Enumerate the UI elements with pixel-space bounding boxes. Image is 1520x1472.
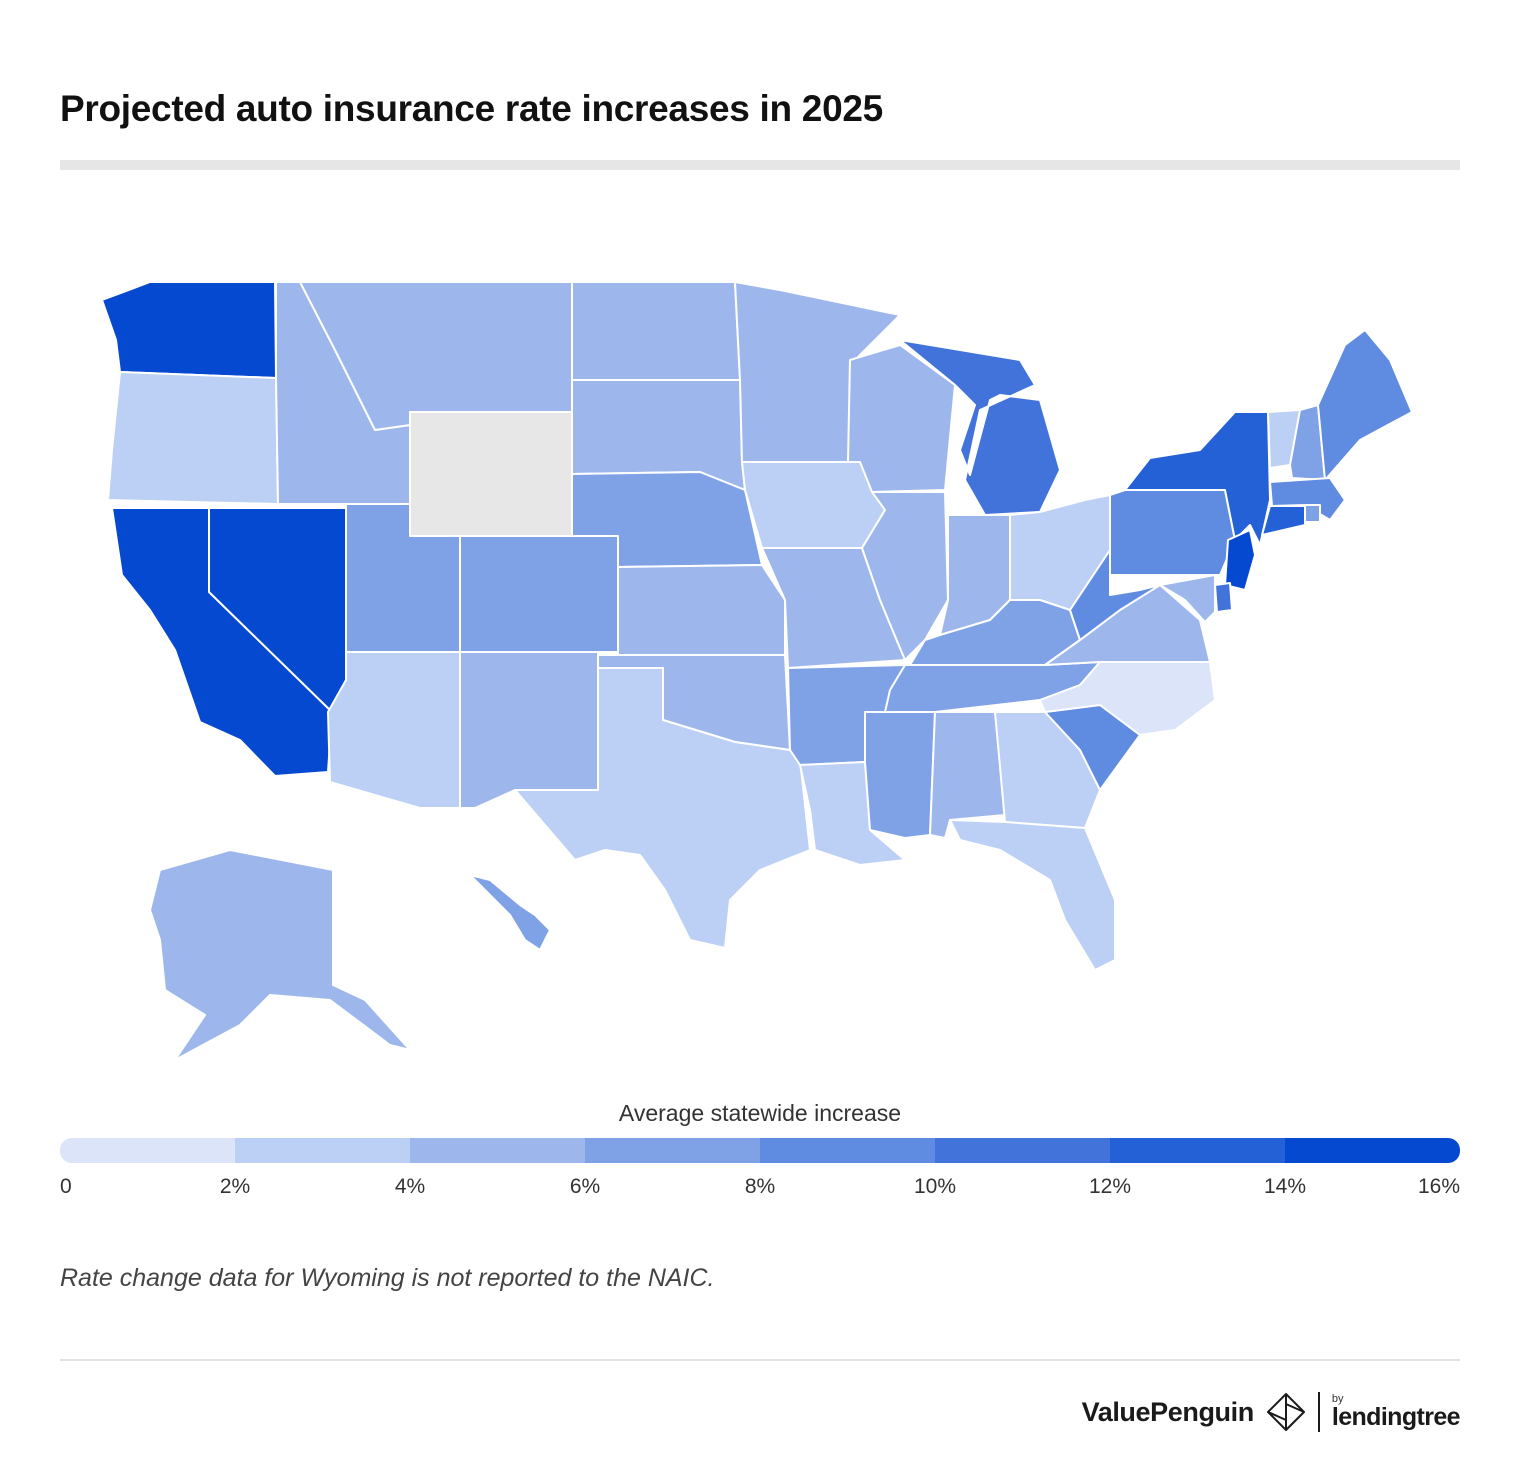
valuepenguin-logo-icon (1266, 1393, 1305, 1431)
scale-tick-label: 6% (569, 1175, 601, 1198)
scale-segment-7 (1285, 1138, 1460, 1163)
state-md (1159, 574, 1216, 623)
state-de (1214, 582, 1233, 613)
state-co (459, 535, 619, 653)
state-il (861, 491, 949, 661)
by-label: by (1331, 1393, 1344, 1405)
lendingtree-label: lendingtree (1331, 1403, 1461, 1431)
state-ak (149, 849, 411, 1061)
lendingtree-wordmark: by lendingtree (1331, 1393, 1461, 1431)
state-or (107, 371, 279, 505)
state-fl (949, 819, 1116, 971)
scale-tick-label: 0 (60, 1175, 72, 1198)
state-pa (1109, 489, 1236, 576)
scale-segment-1 (235, 1138, 410, 1163)
state-nj (1224, 529, 1256, 591)
scale-tick-label: 14% (1263, 1175, 1307, 1198)
scale-segment-4 (760, 1138, 935, 1163)
state-ks (617, 564, 786, 656)
state-hi (469, 874, 551, 951)
state-wa (101, 281, 277, 379)
color-scale-bar (60, 1138, 1460, 1163)
state-ny (1124, 411, 1271, 546)
state-me (1317, 329, 1413, 481)
state-ct (1261, 505, 1306, 536)
state-mi (899, 339, 1061, 516)
color-scale-ticks: 0 2% 4% 6% 8% 10% 12% 14% 16% (60, 1175, 1460, 1205)
state-ri (1304, 504, 1321, 523)
scale-tick-label: 16% (1417, 1175, 1460, 1198)
scale-segment-2 (410, 1138, 585, 1163)
scale-tick-label: 4% (394, 1175, 426, 1198)
scale-segment-5 (935, 1138, 1110, 1163)
scale-tick-label: 2% (219, 1175, 251, 1198)
scale-tick-label: 12% (1088, 1175, 1132, 1198)
brand-separator (1317, 1392, 1320, 1432)
footnote: Rate change data for Wyoming is not repo… (60, 1264, 715, 1292)
state-ms (864, 711, 936, 839)
scale-tick-label: 10% (913, 1175, 957, 1198)
state-tx (514, 667, 811, 949)
title-divider (60, 160, 1460, 170)
state-az (327, 651, 461, 809)
valuepenguin-wordmark: ValuePenguin (1081, 1396, 1255, 1427)
us-states-map (101, 281, 1413, 1061)
state-ia (741, 461, 886, 549)
footer-divider (60, 1359, 1460, 1361)
scale-segment-6 (1110, 1138, 1285, 1163)
state-nm (459, 651, 599, 809)
scale-tick-label: 8% (744, 1175, 776, 1198)
scale-segment-3 (585, 1138, 760, 1163)
brand-logo: ValuePenguin by lendingtree (1081, 1390, 1461, 1434)
state-nd (571, 281, 741, 381)
chart-title: Projected auto insurance rate increases … (60, 88, 883, 129)
scale-segment-0 (60, 1138, 235, 1163)
state-wy (409, 411, 573, 537)
state-al (929, 711, 1006, 839)
legend-title: Average statewide increase (618, 1100, 902, 1126)
